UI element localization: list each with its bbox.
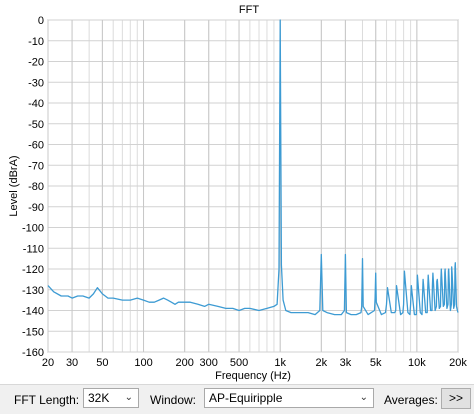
fft-series-line	[47, 19, 459, 316]
x-tick-label: 3k	[340, 357, 352, 369]
x-tick-label: 5k	[370, 357, 382, 369]
x-tick-label: 20k	[449, 357, 467, 369]
fft-chart-panel: FFT 0 -10 -20 -30 -40 -50 -60 -70 -80 -90 -100 -110…	[8, 4, 468, 382]
averages-label: Averages:	[384, 393, 438, 407]
y-tick-label: -10	[28, 36, 44, 48]
x-tick-label: 50	[96, 357, 108, 369]
x-tick-label: 2k	[316, 357, 328, 369]
fft-length-value: 32K	[88, 391, 110, 405]
y-tick-label: -120	[22, 264, 44, 276]
y-tick-label: -70	[28, 160, 44, 172]
tick-layer: 0 -10 -20 -30 -40 -50 -60 -70 -80 -90 -100 -110 -120…	[22, 15, 467, 369]
x-tick-label: 300	[200, 357, 218, 369]
window-label: Window:	[150, 393, 197, 407]
chart-title: FFT	[239, 4, 259, 16]
x-tick-label: 20	[42, 357, 54, 369]
fft-chart: FFT 0 -10 -20 -30 -40 -50 -60 -70 -80 -90 -100 -110…	[8, 4, 467, 382]
y-tick-label: -30	[28, 77, 44, 89]
y-tick-label: -90	[28, 202, 44, 214]
y-tick-label: -60	[28, 140, 44, 152]
more-options-button[interactable]: >>	[441, 388, 471, 409]
x-tick-label: 10k	[408, 357, 426, 369]
x-tick-label: 30	[66, 357, 78, 369]
y-tick-label: -160	[22, 347, 44, 359]
y-tick-label: -20	[28, 57, 44, 69]
chevron-down-icon: ⌄	[124, 392, 133, 403]
grid-layer	[47, 19, 459, 353]
y-tick-label: -100	[22, 223, 44, 235]
x-tick-label: 100	[134, 357, 152, 369]
y-tick-label: -140	[22, 306, 44, 318]
x-tick-label: 200	[175, 357, 193, 369]
fft-settings-bar: FFT Length: 32K ⌄ Window: AP-Equiripple …	[0, 384, 474, 414]
y-tick-label: -150	[22, 326, 44, 338]
y-tick-label: -130	[22, 285, 44, 297]
x-axis-title: Frequency (Hz)	[215, 370, 291, 382]
x-tick-label: 1k	[274, 357, 286, 369]
x-tick-label: 500	[230, 357, 248, 369]
window-select[interactable]: AP-Equiripple ⌄	[204, 388, 374, 408]
y-axis-title: Level (dBrA)	[8, 155, 20, 216]
fft-length-label: FFT Length:	[14, 393, 80, 407]
y-tick-label: -50	[28, 119, 44, 131]
y-tick-label: 0	[38, 15, 44, 27]
y-tick-label: -40	[28, 98, 44, 110]
window-value: AP-Equiripple	[209, 391, 283, 405]
y-tick-label: -110	[23, 243, 44, 255]
chevron-down-icon: ⌄	[359, 392, 368, 403]
fft-length-select[interactable]: 32K ⌄	[83, 388, 139, 408]
y-tick-label: -80	[28, 181, 44, 193]
series-layer	[47, 19, 459, 316]
